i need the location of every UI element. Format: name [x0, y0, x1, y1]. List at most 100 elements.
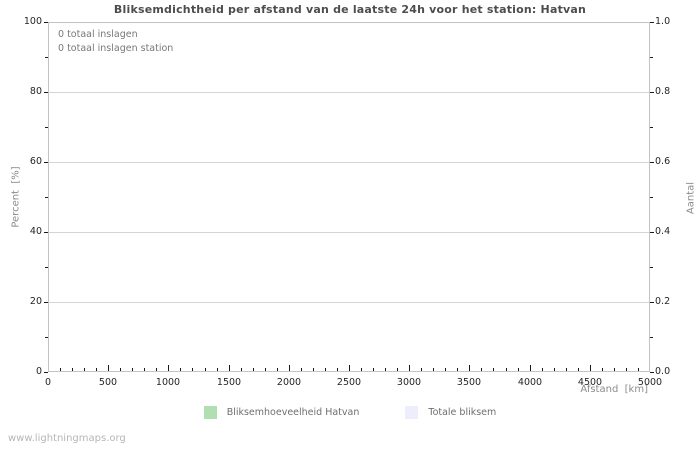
- axis-tick: [325, 368, 326, 371]
- tick-label: 1.0: [655, 16, 671, 27]
- annotation-block: 0 totaal inslagen 0 totaal inslagen stat…: [58, 28, 173, 56]
- axis-tick: [421, 368, 422, 371]
- axis-tick: [337, 368, 338, 371]
- y-axis-label-left: Percent [%]: [10, 166, 22, 228]
- axis-tick: [397, 368, 398, 371]
- axis-tick: [650, 372, 654, 373]
- axis-tick: [45, 267, 48, 268]
- gridline: [49, 162, 649, 163]
- tick-label: 1500: [216, 377, 242, 388]
- axis-tick: [469, 365, 470, 371]
- chart-legend: Bliksemhoeveelheid Hatvan Totale bliksem: [0, 406, 700, 419]
- axis-tick: [241, 368, 242, 371]
- tick-label: 0: [44, 377, 52, 388]
- x-axis-label: Afstand [km]: [580, 384, 648, 395]
- axis-tick: [168, 365, 169, 371]
- axis-tick: [313, 368, 314, 371]
- tick-label: 0.8: [655, 86, 671, 97]
- axis-tick: [45, 57, 48, 58]
- tick-label: 0: [35, 366, 42, 377]
- tick-label: 3000: [396, 377, 422, 388]
- gridline: [49, 302, 649, 303]
- axis-tick: [433, 368, 434, 371]
- axis-tick: [506, 368, 507, 371]
- axis-tick: [614, 368, 615, 371]
- legend-label-hatvan: Bliksemhoeveelheid Hatvan: [226, 407, 360, 418]
- axis-tick: [638, 368, 639, 371]
- axis-tick: [277, 368, 278, 371]
- axis-tick: [650, 22, 654, 23]
- axis-tick: [60, 368, 61, 371]
- axis-tick: [44, 372, 48, 373]
- tick-label: 0.2: [655, 296, 671, 307]
- legend-swatch-total-icon: [405, 406, 419, 419]
- tick-label: 80: [29, 86, 42, 97]
- axis-tick: [361, 368, 362, 371]
- tick-label: 4000: [517, 377, 543, 388]
- gridline: [49, 92, 649, 93]
- axis-tick: [84, 368, 85, 371]
- axis-tick: [650, 302, 654, 303]
- axis-tick: [120, 368, 121, 371]
- axis-tick: [349, 365, 350, 371]
- axis-tick: [626, 368, 627, 371]
- axis-tick: [156, 368, 157, 371]
- watermark: www.lightningmaps.org: [8, 433, 126, 444]
- axis-tick: [493, 368, 494, 371]
- axis-tick: [253, 368, 254, 371]
- annotation-total-strikes: 0 totaal inslagen: [58, 29, 138, 40]
- axis-tick: [650, 92, 654, 93]
- axis-tick: [650, 337, 653, 338]
- axis-tick: [44, 232, 48, 233]
- gridline: [49, 232, 649, 233]
- axis-tick: [96, 368, 97, 371]
- chart-title: Bliksemdichtheid per afstand van de laat…: [113, 3, 587, 16]
- tick-label: 0.4: [655, 226, 671, 237]
- axis-tick: [650, 127, 653, 128]
- axis-tick: [229, 365, 230, 371]
- axis-tick: [385, 368, 386, 371]
- axis-tick: [373, 368, 374, 371]
- tick-label: 1000: [155, 377, 181, 388]
- axis-tick: [44, 162, 48, 163]
- tick-label: 2000: [276, 377, 302, 388]
- axis-tick: [45, 127, 48, 128]
- axis-tick: [409, 365, 410, 371]
- axis-tick: [542, 368, 543, 371]
- axis-tick: [301, 368, 302, 371]
- axis-tick: [457, 368, 458, 371]
- axis-tick: [144, 368, 145, 371]
- axis-tick: [530, 365, 531, 371]
- tick-label: 500: [98, 377, 118, 388]
- axis-tick: [44, 302, 48, 303]
- tick-label: 100: [23, 16, 42, 27]
- axis-tick: [650, 232, 654, 233]
- legend-item-hatvan: Bliksemhoeveelheid Hatvan: [203, 406, 360, 419]
- axis-tick: [566, 368, 567, 371]
- tick-label: 5000: [637, 377, 663, 388]
- axis-tick: [108, 365, 109, 371]
- tick-label: 0.0: [655, 366, 671, 377]
- tick-label: 3500: [456, 377, 482, 388]
- axis-tick: [72, 368, 73, 371]
- tick-label: 40: [29, 226, 42, 237]
- tick-label: 2500: [336, 377, 362, 388]
- axis-tick: [518, 368, 519, 371]
- axis-tick: [45, 337, 48, 338]
- legend-label-total: Totale bliksem: [428, 407, 497, 418]
- axis-tick: [132, 368, 133, 371]
- axis-tick: [650, 162, 654, 163]
- axis-tick: [481, 368, 482, 371]
- axis-tick: [265, 368, 266, 371]
- axis-tick: [650, 197, 653, 198]
- axis-tick: [602, 368, 603, 371]
- axis-tick: [44, 22, 48, 23]
- tick-label: 60: [29, 156, 42, 167]
- axis-tick: [180, 368, 181, 371]
- axis-tick: [590, 365, 591, 371]
- axis-tick: [445, 368, 446, 371]
- axis-tick: [289, 365, 290, 371]
- axis-tick: [650, 267, 653, 268]
- legend-swatch-hatvan-icon: [203, 406, 217, 419]
